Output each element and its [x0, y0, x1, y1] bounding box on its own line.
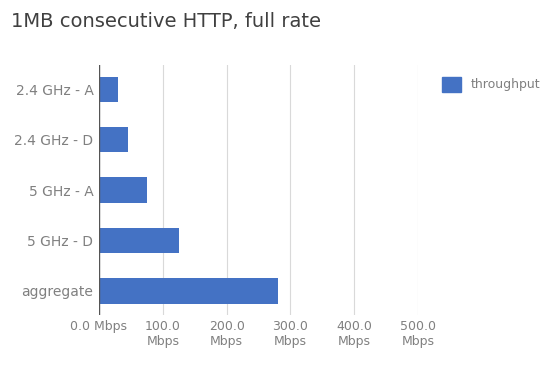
- Legend: throughput: throughput: [437, 71, 546, 97]
- Bar: [99, 77, 118, 102]
- Text: 1MB consecutive HTTP, full rate: 1MB consecutive HTTP, full rate: [11, 12, 321, 30]
- Bar: [99, 127, 128, 152]
- Bar: [99, 228, 179, 253]
- Bar: [99, 278, 278, 303]
- Bar: [99, 177, 147, 203]
